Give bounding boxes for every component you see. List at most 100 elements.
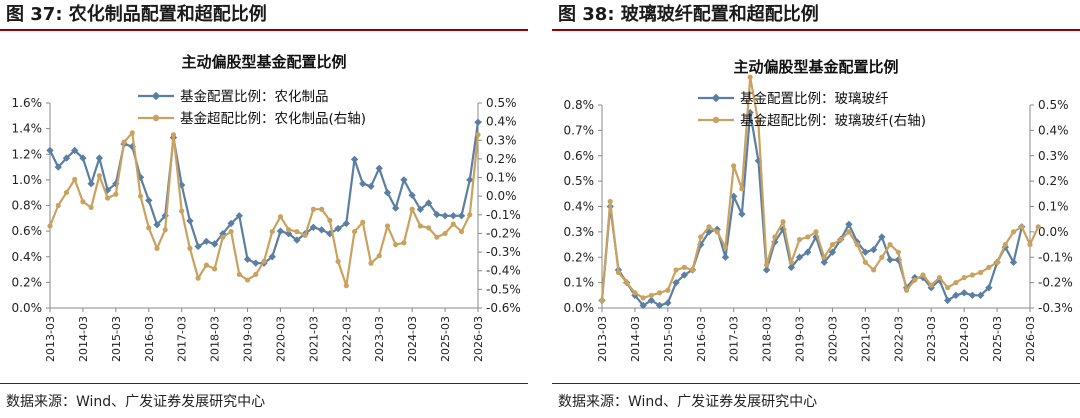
legend-label: 基金超配比例：农化制品(右轴) <box>180 110 366 127</box>
y-right-tick-label: -0.2% <box>486 226 521 240</box>
series-2-point <box>731 163 737 169</box>
series-2-point <box>113 191 119 197</box>
series-2-point <box>945 285 951 291</box>
series-2-point <box>747 74 753 80</box>
series-1-point <box>845 220 853 228</box>
series-line-2 <box>600 75 1040 301</box>
series-1-point <box>721 253 730 261</box>
x-tick-label: 2025-03 <box>991 316 1004 362</box>
title-rule <box>0 29 528 31</box>
y-right-tick-label: -0.5% <box>486 282 521 296</box>
y-right-tick-label: 0.4% <box>1038 123 1069 137</box>
series-1-point <box>359 180 367 188</box>
series-2-point <box>417 223 423 229</box>
x-tick-label: 2013-03 <box>596 316 609 362</box>
y-right-tick-label: 0.3% <box>1038 149 1069 163</box>
chart-title: 主动偏股型基金配置比例 <box>181 53 346 71</box>
y-right-tick-label: -0.2% <box>1038 276 1073 290</box>
series-2-point <box>739 186 745 192</box>
series-2-point <box>607 198 613 205</box>
series-1-point <box>433 210 441 219</box>
series-2-point <box>261 258 267 265</box>
series-2-point <box>80 199 86 205</box>
series-1-point <box>664 299 672 307</box>
series-2-point <box>665 287 671 293</box>
series-2-point <box>829 241 836 248</box>
x-tick-label: 2021-03 <box>859 316 872 362</box>
x-tick-label: 2021-03 <box>307 316 320 362</box>
series-2-point <box>212 266 218 272</box>
y-left-tick-label: 1.6% <box>12 96 43 110</box>
series-2-point <box>796 236 803 243</box>
series-2-point <box>450 221 456 227</box>
series-2-point <box>220 234 226 240</box>
y-right-tick-label: 0.2% <box>1038 174 1069 188</box>
series-1-point <box>424 199 433 207</box>
series-2-point <box>986 264 992 270</box>
chart-svg: 主动偏股型基金配置比例 0.0% 0.2% 0.4% 0.6% 0.8% 1.0% 1.2% 1… <box>12 53 521 362</box>
series-2-point <box>236 271 242 278</box>
series-1-point <box>186 217 194 225</box>
series-1-point <box>762 266 771 274</box>
series-1-point <box>87 180 95 188</box>
series-1-point <box>647 296 656 305</box>
series-1-point <box>276 227 285 235</box>
series-1-point <box>886 256 894 264</box>
series-2-point <box>360 219 366 225</box>
x-tick-label: 2016-03 <box>143 316 156 362</box>
x-tick-label: 2013-03 <box>44 316 57 362</box>
series-1-point <box>466 176 474 184</box>
y-left-tick-label: 0.8% <box>12 199 43 213</box>
y-right-tick-label: 0.1% <box>1038 200 1069 214</box>
y-right-tick-label: -0.4% <box>486 264 521 278</box>
y-right-tick-label: 0.4% <box>486 115 517 129</box>
y-right-tick-label: 0.1% <box>486 171 517 185</box>
series-2-point <box>286 227 292 233</box>
x-tick-label: 2016-03 <box>695 316 708 362</box>
series-1-point <box>334 224 342 233</box>
series-2-point <box>121 139 127 145</box>
y-left-tick-label: 1.0% <box>12 173 43 187</box>
series-2-point <box>409 206 415 212</box>
series-1-point <box>408 191 416 199</box>
y-right-tick-label: -0.3% <box>486 245 521 259</box>
x-tick-label: 2019-03 <box>794 316 807 362</box>
figure-title: 图 37: 农化制品配置和超配比例 <box>6 4 267 25</box>
series-2-point <box>648 292 654 298</box>
series-1-point <box>672 278 680 287</box>
x-tick-label: 2019-03 <box>242 316 255 362</box>
series-2-point <box>467 212 473 218</box>
series-2-point <box>624 280 630 286</box>
series-2-point <box>1010 229 1017 235</box>
x-tick-label: 2023-03 <box>373 316 386 362</box>
x-tick-label: 2020-03 <box>826 316 839 362</box>
series-1-point <box>457 212 466 220</box>
y-left-tick-label: 1.4% <box>12 122 43 136</box>
series-1-point <box>153 221 161 229</box>
series-2-point <box>434 234 440 240</box>
y-left-tick-label: 0.0% <box>564 301 595 315</box>
series-2-point <box>689 267 696 273</box>
y-right-tick-label: -0.1% <box>1038 250 1073 264</box>
series-2-point <box>813 229 819 235</box>
series-2-point <box>887 241 893 248</box>
source-note: 数据来源：Wind、广发证券发展研究中心 <box>6 394 266 410</box>
series-2-point <box>302 232 308 238</box>
series-1-point <box>375 164 383 173</box>
series-2-point <box>673 267 679 273</box>
series-2-point <box>343 283 349 289</box>
series-1-point <box>145 196 153 205</box>
series-2-point <box>936 274 943 281</box>
series-2-point <box>47 223 53 229</box>
series-2-point <box>599 297 605 303</box>
series-2-point <box>228 228 234 235</box>
y-left-tick-label: 0.1% <box>564 276 595 290</box>
y-left-tick-label: 0.3% <box>564 225 595 239</box>
series-2-point <box>475 132 481 138</box>
series-1-point <box>285 230 293 238</box>
series-2-point <box>657 290 663 296</box>
series-1-point <box>1009 258 1018 267</box>
y-right-tick-label: 0.3% <box>486 133 517 147</box>
y-left-tick-label: 0.8% <box>564 98 595 112</box>
series-2-point <box>1035 224 1041 230</box>
